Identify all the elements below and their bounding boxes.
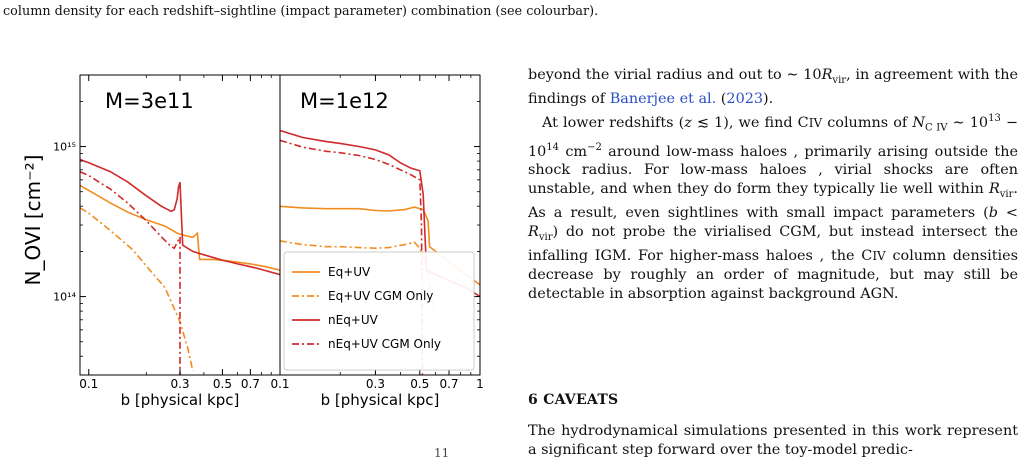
y-axis-label: N_OVI [cm⁻²] xyxy=(21,155,45,286)
series-eq-uv-panel-0 xyxy=(80,184,280,271)
y-tick-label-0: 10¹⁵ xyxy=(53,141,76,154)
y-axis: 10¹⁵ 10¹⁴ xyxy=(53,101,480,357)
x-tick-label-2: 0.5 xyxy=(410,377,429,391)
body-paragraph-2: At lower redshifts (z ≲ 1), we find CIV … xyxy=(528,112,1018,303)
x-axis-label-1: b [physical kpc] xyxy=(321,391,440,409)
legend-entry-2: nEq+UV xyxy=(328,313,379,327)
legend-entry-1: Eq+UV CGM Only xyxy=(328,289,433,303)
x-tick-label-2: 0.5 xyxy=(213,377,232,391)
citation-year-link[interactable]: 2023 xyxy=(726,90,764,107)
legend-entry-0: Eq+UV xyxy=(328,265,371,279)
series-neq-uv-cgm-only-panel-0 xyxy=(80,170,181,375)
x-tick-label-0: 0.1 xyxy=(270,377,289,391)
legend-entry-3: nEq+UV CGM Only xyxy=(328,337,441,351)
panel-m3e11 xyxy=(80,158,280,375)
x-axis-right: 0.1 0.3 0.5 0.7 1 b [physical kpc] xyxy=(270,75,484,409)
body-paragraph-3: The hydrodynamical simulations presented… xyxy=(528,423,1018,458)
legend: Eq+UV Eq+UV CGM Only nEq+UV nEq+UV CGM Only xyxy=(283,251,475,371)
page-fragment: 11 xyxy=(434,446,450,460)
x-tick-label-3: 0.7 xyxy=(439,377,458,391)
series-neq-uv-cgm-only-panel-1 xyxy=(280,139,424,375)
citation-link[interactable]: Banerjee et al. xyxy=(609,90,717,107)
x-tick-label-3: 0.7 xyxy=(241,377,260,391)
x-tick-label-4: 1 xyxy=(476,377,484,391)
section-heading: 6 CAVEATS xyxy=(528,392,619,408)
x-axis-label-0: b [physical kpc] xyxy=(121,391,240,409)
figure-caption-tail: column density for each redshift–sightli… xyxy=(3,4,599,19)
panel-label-left: M=3e11 xyxy=(105,89,194,113)
y-tick-label-1: 10¹⁴ xyxy=(53,291,76,304)
series-eq-uv-cgm-only-panel-0 xyxy=(80,207,194,371)
legend-box xyxy=(283,251,475,371)
x-tick-label-1: 0.3 xyxy=(366,377,385,391)
x-axis-left: 0.1 0.3 0.5 0.7b [physical kpc] xyxy=(79,75,272,409)
body-paragraph-1: beyond the virial radius and out to ∼ 10… xyxy=(528,67,1019,303)
series-neq-uv-panel-0 xyxy=(80,158,280,276)
x-tick-label-1: 0.3 xyxy=(170,377,189,391)
x-tick-label-0: 0.1 xyxy=(79,377,98,391)
panel-label-right: M=1e12 xyxy=(300,89,389,113)
